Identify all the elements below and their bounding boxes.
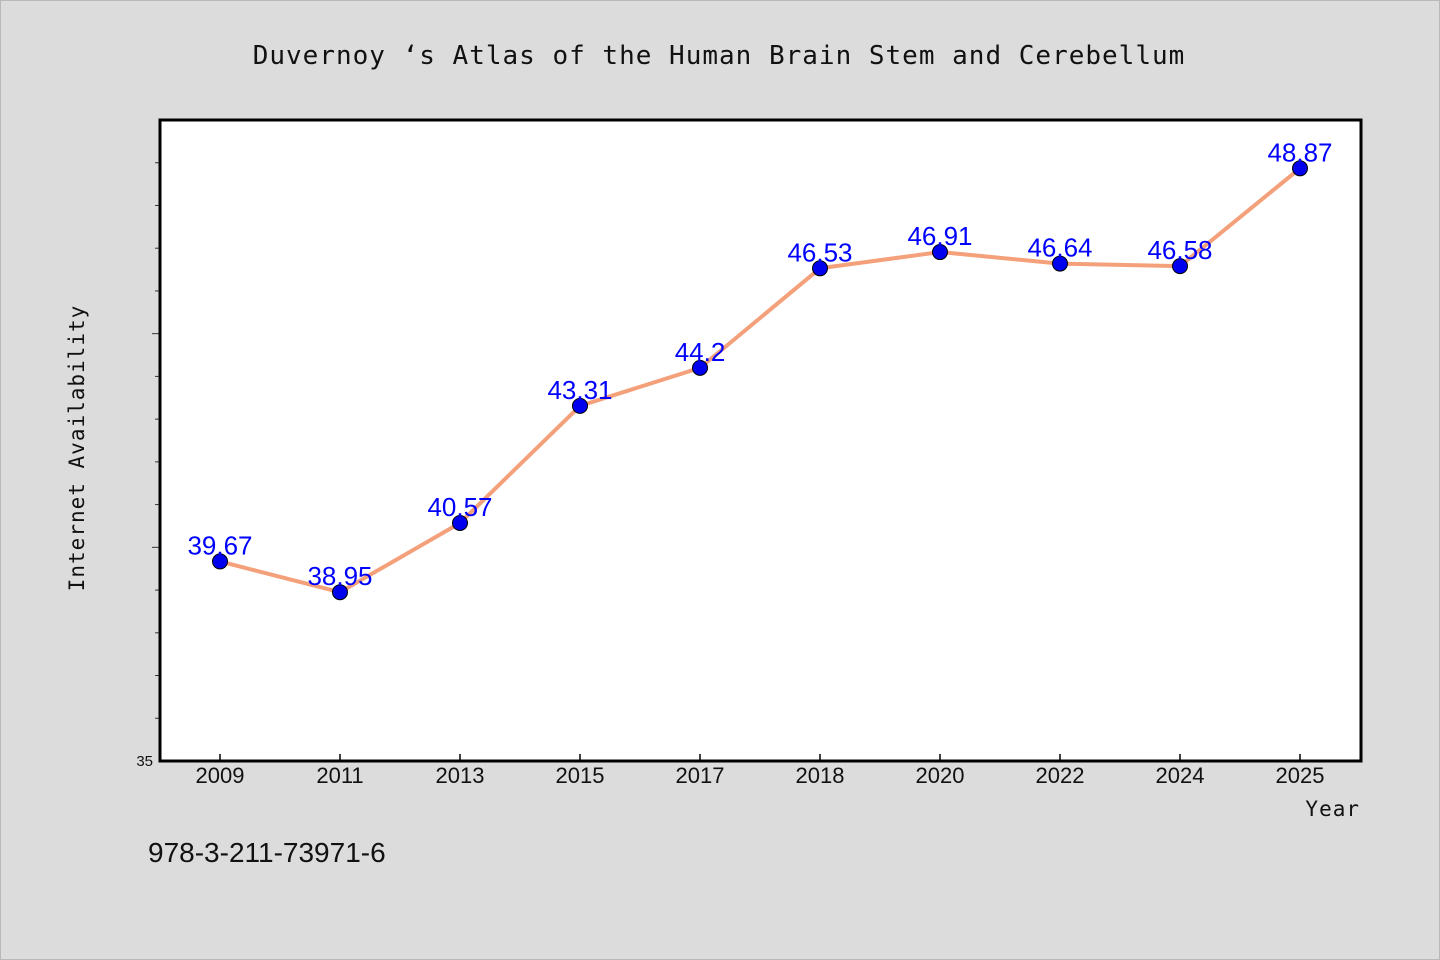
data-points bbox=[212, 160, 1308, 601]
data-point bbox=[572, 397, 588, 414]
data-label: 40.57 bbox=[427, 492, 492, 522]
y-tick-label-min: 35 bbox=[136, 753, 153, 770]
x-tick-label: 2018 bbox=[796, 763, 845, 788]
data-point bbox=[1172, 258, 1188, 275]
data-point bbox=[812, 260, 828, 277]
x-tick-label: 2015 bbox=[556, 763, 605, 788]
x-tick-label: 2025 bbox=[1276, 763, 1325, 788]
data-point bbox=[1052, 255, 1068, 272]
data-label: 46.91 bbox=[907, 221, 972, 251]
data-point bbox=[212, 553, 228, 570]
data-point bbox=[452, 514, 468, 531]
isbn-text: 978-3-211-73971-6 bbox=[148, 837, 386, 868]
series-line-group bbox=[218, 166, 1302, 595]
chart-title: Duvernoy ‘s Atlas of the Human Brain Ste… bbox=[253, 41, 1186, 71]
x-tick-label: 2022 bbox=[1036, 763, 1085, 788]
plot-border bbox=[158, 118, 1363, 763]
data-label: 46.53 bbox=[787, 237, 852, 267]
x-tick-label: 2017 bbox=[676, 763, 725, 788]
data-label: 46.64 bbox=[1027, 233, 1092, 263]
plot-area bbox=[160, 120, 1361, 761]
x-tick-label: 2011 bbox=[316, 763, 363, 788]
data-label: 48.87 bbox=[1267, 137, 1332, 167]
data-label: 38.95 bbox=[307, 561, 372, 591]
x-axis-label: Year bbox=[1305, 797, 1360, 821]
data-point bbox=[1292, 160, 1308, 177]
series-line bbox=[218, 166, 1302, 595]
data-point bbox=[332, 584, 348, 601]
data-label: 43.31 bbox=[547, 375, 612, 405]
data-label: 46.58 bbox=[1147, 235, 1212, 265]
x-tick-label: 2024 bbox=[1156, 763, 1205, 788]
data-labels: 39.67 38.95 40.57 43.31 44.2 46.53 46.91 46.64 4… bbox=[187, 137, 1332, 591]
x-tick-label: 2020 bbox=[916, 763, 965, 788]
data-label: 39.67 bbox=[187, 530, 252, 560]
data-point bbox=[932, 244, 948, 261]
x-tick-label: 2009 bbox=[196, 763, 245, 788]
data-point bbox=[692, 359, 708, 376]
y-axis-label: Internet Availability bbox=[65, 305, 89, 592]
data-label: 44.2 bbox=[675, 337, 726, 367]
x-tick-label: 2013 bbox=[436, 763, 485, 788]
x-axis-ticks: 2009 2011 2013 2015 2017 2018 2020 2022 2024 2025 bbox=[196, 754, 1325, 788]
